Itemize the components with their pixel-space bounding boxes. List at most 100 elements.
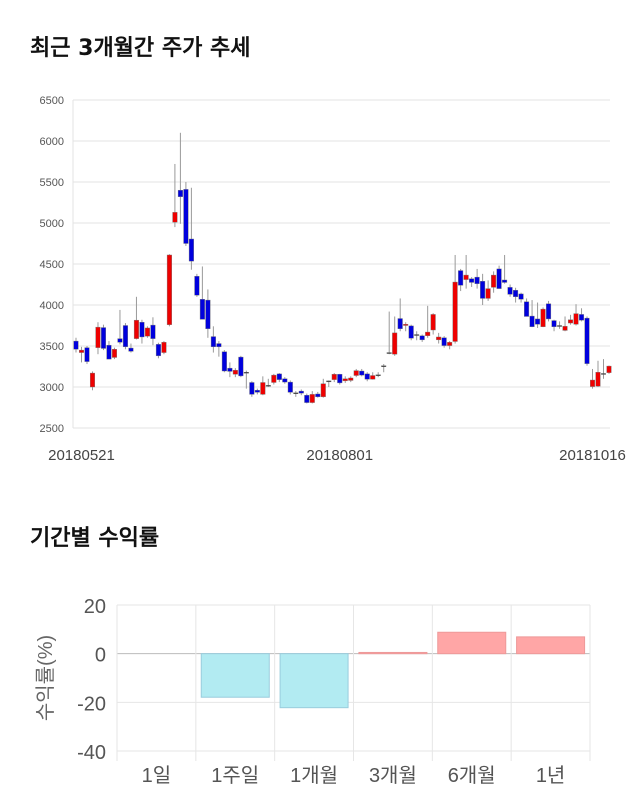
candle-body bbox=[199, 299, 205, 320]
bar bbox=[358, 651, 428, 655]
candle-body bbox=[221, 351, 227, 372]
candle-body bbox=[557, 325, 563, 327]
candle-body bbox=[397, 318, 403, 329]
x-tick-label: 20180521 bbox=[48, 447, 115, 464]
candle-body bbox=[425, 331, 431, 336]
candle-body bbox=[441, 337, 447, 346]
candle-body bbox=[260, 382, 266, 395]
candle-body bbox=[496, 268, 502, 289]
candle-body bbox=[117, 338, 123, 343]
x-tick-label: 20181016 bbox=[559, 447, 626, 464]
candle-body bbox=[573, 313, 579, 325]
candle-body bbox=[232, 369, 238, 375]
candle-body bbox=[227, 367, 233, 372]
y-tick-label: 20 bbox=[84, 596, 106, 618]
candle-body bbox=[315, 393, 321, 398]
candle-body bbox=[518, 293, 524, 300]
candle-body bbox=[100, 327, 106, 349]
candle-body bbox=[546, 303, 552, 320]
y-tick-label: 4000 bbox=[40, 300, 64, 312]
candle-body bbox=[84, 347, 90, 362]
y-tick-label: 5500 bbox=[40, 177, 64, 189]
y-tick-label: 0 bbox=[95, 645, 106, 667]
bar bbox=[279, 653, 349, 709]
y-tick-label: 3500 bbox=[40, 341, 64, 353]
candle-body bbox=[111, 349, 117, 358]
candle-body bbox=[606, 365, 612, 373]
candle-body bbox=[331, 374, 337, 380]
candle-body bbox=[474, 276, 480, 284]
candle-body bbox=[89, 372, 95, 388]
candle-body bbox=[304, 395, 310, 403]
candle-body bbox=[249, 382, 255, 395]
x-tick-label: 1개월 bbox=[290, 764, 338, 787]
candle-body bbox=[78, 349, 84, 353]
y-tick-label: 3000 bbox=[40, 382, 64, 394]
candle-body bbox=[463, 274, 469, 280]
price-chart-title: 최근 3개월간 주가 추세 bbox=[30, 36, 251, 61]
candle-body bbox=[392, 332, 398, 355]
candle-body bbox=[353, 370, 359, 376]
candle-body bbox=[177, 189, 183, 197]
candle-body bbox=[540, 308, 546, 327]
candle-body bbox=[95, 326, 101, 348]
candle-body bbox=[254, 390, 260, 393]
candle-body bbox=[150, 324, 156, 339]
candle-body bbox=[320, 383, 326, 398]
candle-body bbox=[601, 373, 607, 375]
x-tick-label: 1년 bbox=[536, 764, 566, 787]
candle-body bbox=[359, 370, 365, 376]
candle-body bbox=[458, 270, 464, 286]
candle-body bbox=[414, 334, 420, 336]
x-tick-label: 1일 bbox=[142, 764, 172, 787]
candle-body bbox=[375, 374, 381, 376]
candle-body bbox=[309, 394, 315, 403]
candle-body bbox=[276, 373, 282, 380]
bar bbox=[516, 636, 586, 655]
candle-body bbox=[326, 380, 332, 383]
candle-body bbox=[485, 288, 491, 299]
candle-body bbox=[590, 379, 596, 387]
candle-body bbox=[524, 301, 530, 317]
candle-body bbox=[188, 238, 194, 262]
candle-body bbox=[403, 324, 409, 326]
candle-body bbox=[447, 342, 453, 346]
candle-body bbox=[535, 318, 541, 325]
candle-body bbox=[364, 373, 370, 380]
candle-body bbox=[139, 322, 145, 338]
candle-body bbox=[452, 281, 458, 342]
candle-body bbox=[348, 377, 354, 381]
candle-body bbox=[216, 343, 222, 348]
bar bbox=[437, 631, 507, 655]
candle-body bbox=[430, 314, 436, 331]
candle-body bbox=[271, 374, 277, 383]
candle-body bbox=[436, 336, 442, 341]
candle-body bbox=[282, 378, 288, 383]
y-tick-label: 6500 bbox=[40, 95, 64, 107]
candle-body bbox=[73, 340, 79, 350]
candle-body bbox=[337, 374, 343, 384]
candle-body bbox=[562, 326, 568, 331]
candle-body bbox=[386, 352, 392, 354]
candle-body bbox=[133, 319, 139, 339]
candle-body bbox=[381, 365, 387, 367]
candle-body bbox=[370, 375, 376, 380]
candle-body bbox=[595, 372, 601, 387]
candle-body bbox=[584, 317, 590, 364]
x-tick-label: 3개월 bbox=[369, 764, 417, 787]
candle-body bbox=[122, 325, 128, 348]
candle-body bbox=[161, 342, 167, 353]
candle-body bbox=[491, 274, 497, 288]
candle-body bbox=[408, 325, 414, 339]
candle-body bbox=[287, 381, 293, 393]
return-chart-title: 기간별 수익률 bbox=[30, 526, 160, 551]
candle-body bbox=[265, 385, 271, 387]
candle-body bbox=[128, 347, 134, 352]
candle-body bbox=[172, 212, 178, 223]
candle-body bbox=[238, 356, 244, 377]
x-tick-label: 6개월 bbox=[448, 764, 496, 787]
candle-body bbox=[106, 344, 112, 360]
candle-body bbox=[480, 281, 486, 299]
candle-body bbox=[205, 299, 211, 329]
